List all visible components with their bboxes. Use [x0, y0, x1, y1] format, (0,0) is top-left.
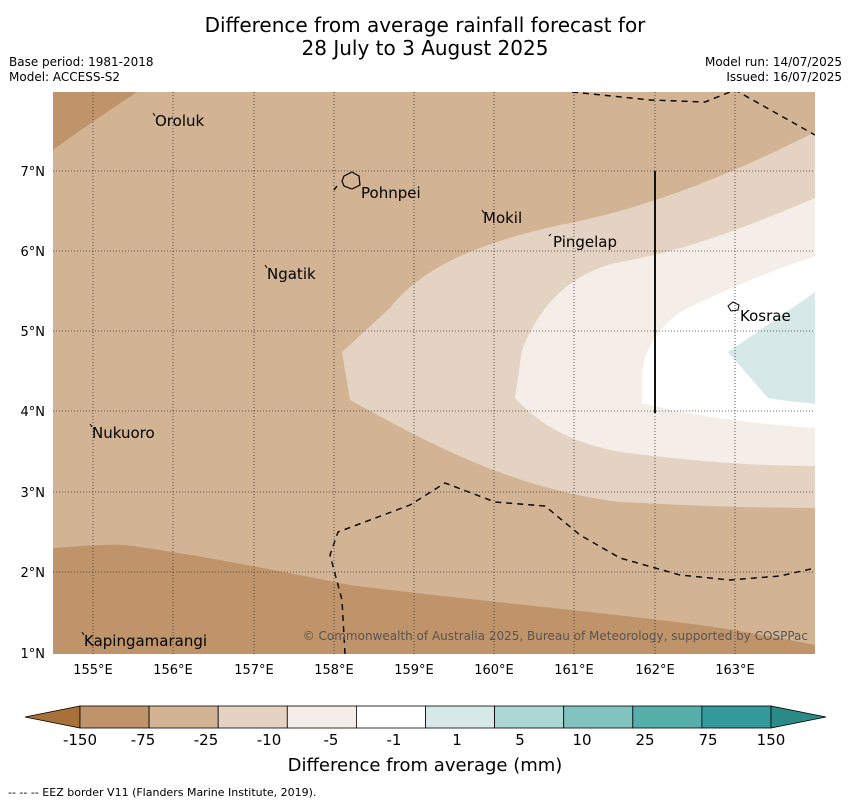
- lat-tick: 6°N: [21, 245, 46, 260]
- eez-footnote: -- -- -- EEZ border V11 (Flanders Marine…: [8, 786, 317, 799]
- pohnpei-island: [341, 171, 361, 190]
- lat-tick: 5°N: [21, 325, 46, 340]
- band-minus-75-north: [53, 92, 137, 150]
- colorbar-cell: [355, 705, 426, 729]
- eez-border: [329, 92, 815, 654]
- lon-tick: 163°E: [715, 663, 755, 678]
- colorbar-label: -150: [63, 731, 97, 749]
- place-label-mokil: Mokil: [483, 209, 522, 227]
- colorbar-cell: [148, 705, 219, 729]
- lon-tick: 161°E: [554, 663, 594, 678]
- colorbar-label: -25: [194, 731, 219, 749]
- graticule: [53, 92, 815, 654]
- colorbar-arrow-right: [770, 705, 827, 729]
- lat-tick: 7°N: [21, 165, 46, 180]
- colorbar-label: -75: [131, 731, 156, 749]
- lon-tick: 157°E: [234, 663, 274, 678]
- colorbar-cell: [286, 705, 357, 729]
- place-label-kosrae: Kosrae: [740, 307, 791, 325]
- place-markers: [81, 112, 552, 636]
- band-plus-1: [728, 292, 815, 404]
- colorbar-cell: [79, 705, 150, 729]
- model-name: Model: ACCESS-S2: [9, 70, 121, 84]
- place-label-pingelap: Pingelap: [553, 233, 617, 251]
- lon-tick-labels: 155°E 156°E 157°E 158°E 159°E 160°E 161°…: [73, 663, 755, 678]
- lon-tick: 160°E: [474, 663, 514, 678]
- title-line-1: Difference from average rainfall forecas…: [204, 13, 646, 37]
- colorbar-label: 5: [515, 731, 525, 749]
- colorbar-arrow-left: [24, 705, 81, 729]
- kosrae-island: [727, 301, 740, 312]
- copyright-text: © Commonwealth of Australia 2025, Bureau…: [303, 629, 808, 643]
- colorbar-cell: [217, 705, 288, 729]
- map-area: [53, 92, 815, 654]
- lat-tick-labels: 7°N 6°N 5°N 4°N 3°N 2°N 1°N: [21, 165, 46, 662]
- colorbar-label: -1: [387, 731, 402, 749]
- place-label-nukuoro: Nukuoro: [92, 424, 155, 442]
- meta-left: Base period: 1981-2018 Model: ACCESS-S2: [9, 55, 154, 85]
- place-label-oroluk: Oroluk: [155, 112, 204, 130]
- colorbar-cell: [425, 705, 495, 729]
- colorbar-label: 150: [757, 731, 786, 749]
- lon-tick: 155°E: [73, 663, 113, 678]
- colorbar-cell: [701, 705, 772, 729]
- colorbar: [24, 705, 827, 729]
- place-label-kapingamarangi: Kapingamarangi: [84, 632, 207, 650]
- lon-tick: 162°E: [635, 663, 675, 678]
- place-labels: Oroluk Pohnpei Mokil Pingelap Ngatik Kos…: [84, 112, 791, 650]
- title-line-2: 28 July to 3 August 2025: [301, 36, 549, 60]
- colorbar-label: -10: [257, 731, 282, 749]
- band-minus-75-south: [53, 544, 815, 654]
- lon-tick: 158°E: [314, 663, 354, 678]
- lat-tick: 3°N: [21, 486, 46, 501]
- colorbar-cell: [632, 705, 703, 729]
- lat-tick: 4°N: [21, 405, 46, 420]
- colorbar-label: -5: [324, 731, 339, 749]
- lon-tick: 159°E: [394, 663, 434, 678]
- base-period: Base period: 1981-2018: [9, 55, 154, 69]
- lat-tick: 2°N: [21, 566, 46, 581]
- colorbar-label: 25: [635, 731, 654, 749]
- colorbar-label: 75: [698, 731, 717, 749]
- lon-tick: 156°E: [153, 663, 193, 678]
- colorbar-cell: [494, 705, 565, 729]
- colorbar-title: Difference from average (mm): [287, 755, 563, 776]
- colorbar-labels: -150 -75 -25 -10 -5 -1 1 5 10 25 75 150: [63, 731, 785, 749]
- place-label-ngatik: Ngatik: [267, 265, 316, 283]
- place-label-pohnpei: Pohnpei: [361, 184, 421, 202]
- colorbar-cell: [563, 705, 634, 729]
- colorbar-label: 10: [572, 731, 591, 749]
- colorbar-label: 1: [452, 731, 462, 749]
- issued-date: Issued: 16/07/2025: [726, 70, 842, 84]
- map-title: Difference from average rainfall forecas…: [0, 14, 850, 60]
- model-run: Model run: 14/07/2025: [704, 55, 842, 69]
- lat-tick: 1°N: [21, 647, 46, 662]
- meta-right: Model run: 14/07/2025 Issued: 16/07/2025: [705, 55, 842, 85]
